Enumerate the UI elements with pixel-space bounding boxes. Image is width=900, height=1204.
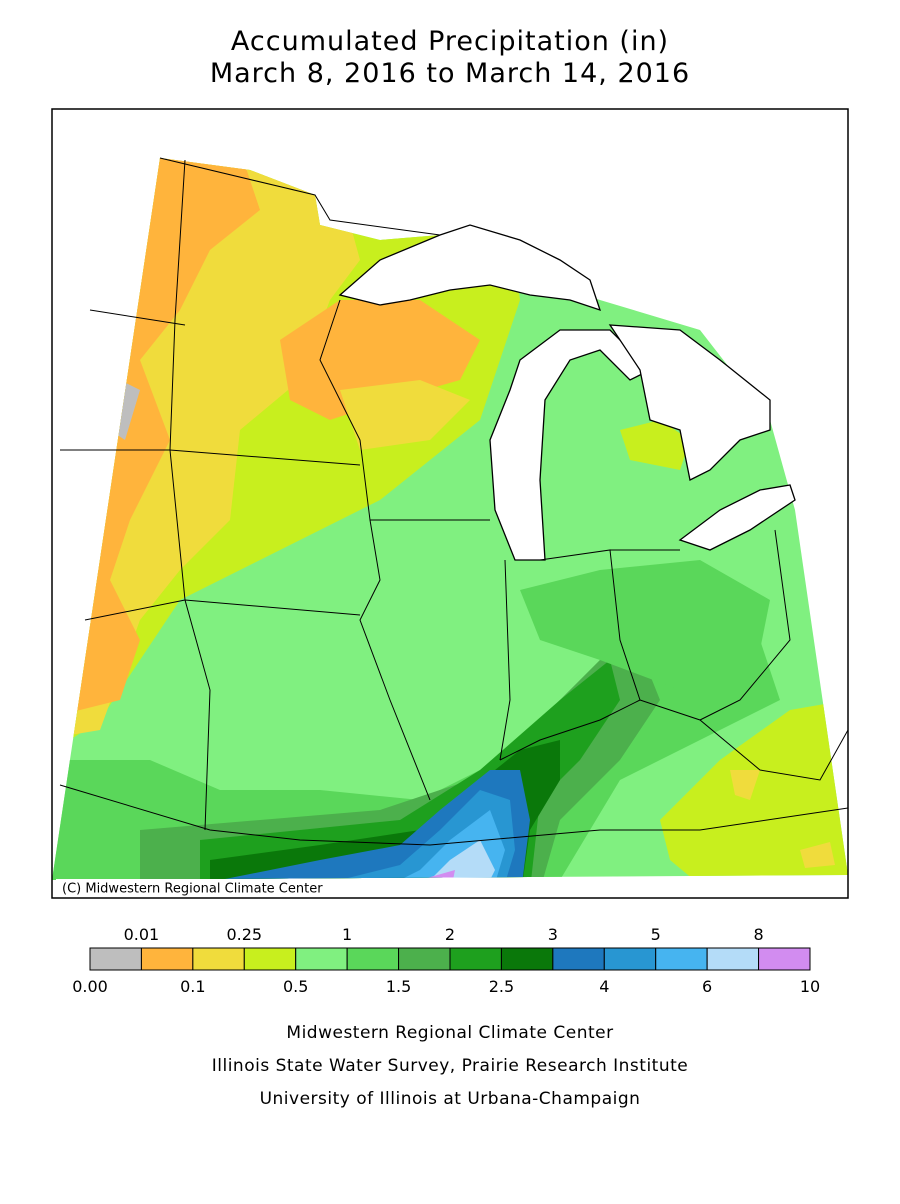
legend-swatch	[398, 947, 451, 971]
legend-label: 0.01	[124, 925, 160, 944]
legend-label: 2.5	[489, 977, 514, 996]
map-credit: (C) Midwestern Regional Climate Center	[62, 882, 323, 897]
legend-swatch	[449, 947, 502, 971]
legend-label: 10	[800, 977, 820, 996]
lake-erie	[678, 484, 796, 551]
legend-swatch	[140, 947, 194, 971]
legend-swatch	[346, 947, 400, 971]
boundaries	[59, 157, 849, 846]
legend-swatch	[295, 947, 348, 971]
legend-label: 2	[445, 925, 455, 944]
legend-label: 3	[548, 925, 558, 944]
legend-label: 0.1	[180, 977, 205, 996]
legend-swatch	[603, 947, 657, 971]
legend-label: 8	[753, 925, 763, 944]
legend-swatch	[552, 947, 605, 971]
lakes	[338, 224, 796, 561]
legend-swatch	[500, 947, 554, 971]
lake-superior	[338, 224, 602, 312]
legend-label: 0.5	[283, 977, 308, 996]
footer-line: Illinois State Water Survey, Prairie Res…	[212, 1056, 688, 1076]
title-line: Accumulated Precipitation (in)	[231, 26, 669, 57]
legend-swatch	[89, 947, 142, 971]
footer-line: Midwestern Regional Climate Center	[286, 1023, 613, 1043]
legend-label: 0.00	[72, 977, 108, 996]
legend-label: 6	[702, 977, 712, 996]
legend-swatch	[243, 947, 297, 971]
legend-label: 4	[599, 977, 609, 996]
legend-swatch	[192, 947, 245, 971]
legend-label: 1	[342, 925, 352, 944]
credit-box	[56, 879, 339, 897]
legend-swatch	[655, 947, 708, 971]
lake-huron	[608, 324, 771, 481]
title-line: March 8, 2016 to March 14, 2016	[210, 58, 690, 89]
map-frame	[51, 108, 849, 899]
legend-label: 5	[651, 925, 661, 944]
footer-line: University of Illinois at Urbana-Champai…	[260, 1089, 641, 1109]
legend-swatch	[706, 947, 760, 971]
legend-swatch	[758, 947, 811, 971]
legend: 0.00 0.01 0.1 0.25 0.5 1 1.5 2 2.5 3 4 5 6 8 10	[72, 925, 820, 996]
legend-label: 0.25	[226, 925, 262, 944]
legend-label: 1.5	[386, 977, 411, 996]
